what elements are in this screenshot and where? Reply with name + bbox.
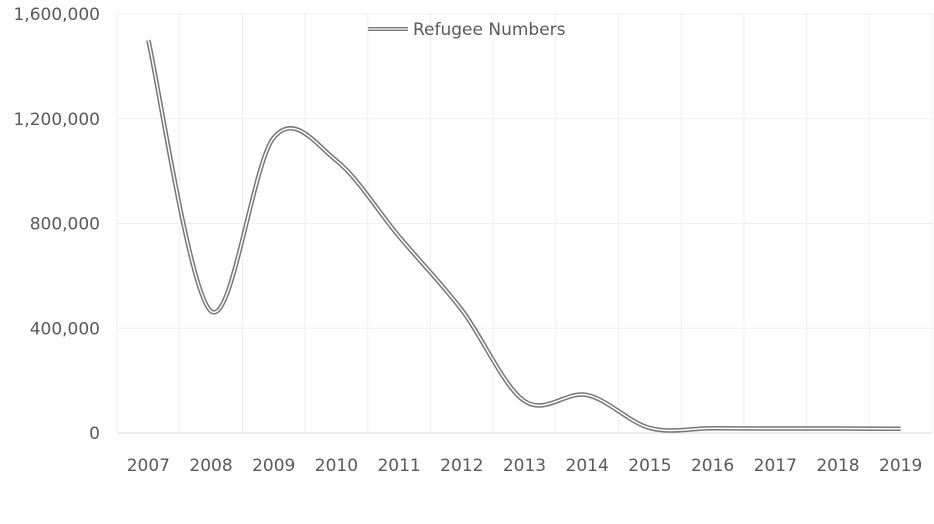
x-tick-label: 2017	[754, 456, 797, 476]
x-tick-label: 2016	[691, 456, 734, 476]
y-tick-label: 1,200,000	[13, 110, 100, 130]
legend: Refugee Numbers	[368, 20, 566, 40]
y-tick-label: 0	[89, 424, 100, 444]
x-tick-label: 2007	[127, 456, 170, 476]
y-tick-label: 1,600,000	[13, 5, 100, 25]
series-lines	[146, 39, 901, 433]
x-tick-label: 2018	[816, 456, 859, 476]
x-tick-label: 2015	[628, 456, 671, 476]
x-tick-label: 2014	[566, 456, 609, 476]
x-tick-label: 2010	[315, 456, 358, 476]
x-tick-label: 2012	[440, 456, 483, 476]
x-tick-label: 2019	[879, 456, 922, 476]
x-tick-label: 2013	[503, 456, 546, 476]
x-axis-ticks: 2007 2008 2009 2010 2011 2012 2013 2014 2015 2016…	[127, 456, 923, 476]
x-tick-label: 2008	[189, 456, 232, 476]
x-tick-label: 2011	[377, 456, 420, 476]
x-tick-label: 2009	[252, 456, 295, 476]
series-line-outer	[146, 39, 901, 433]
y-tick-label: 400,000	[30, 319, 100, 339]
legend-label: Refugee Numbers	[413, 20, 566, 40]
y-axis-ticks: 0 400,000 800,000 1,200,000 1,600,000	[13, 5, 100, 444]
series-line-inner	[147, 40, 901, 432]
gridlines	[116, 13, 933, 434]
y-tick-label: 800,000	[30, 215, 100, 235]
